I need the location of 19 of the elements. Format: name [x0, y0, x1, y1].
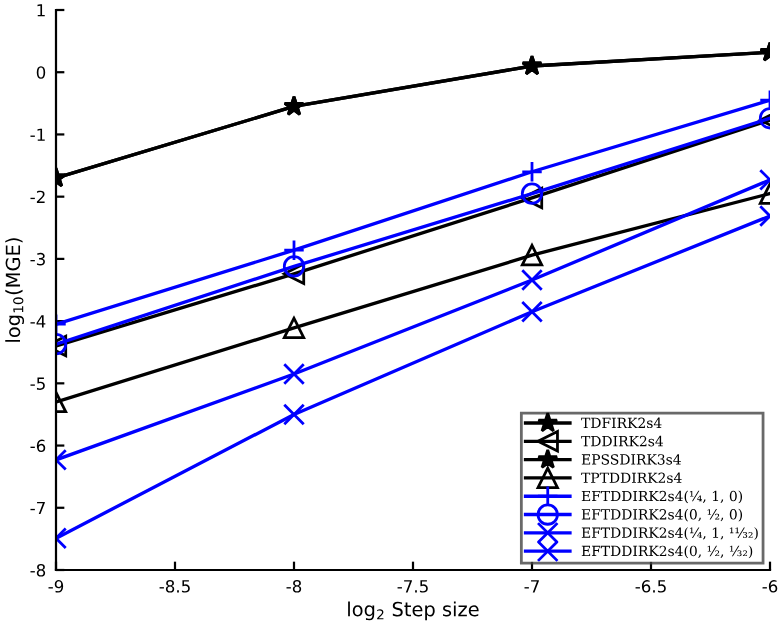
- x-tick-label: -7.5: [397, 580, 428, 593]
- y-tick-label: -4: [30, 315, 46, 328]
- y-tick-label: -2: [30, 190, 45, 203]
- y-tick-label: -6: [30, 439, 46, 453]
- y-tick-label: -3: [30, 252, 45, 266]
- y-tick-label: 1: [37, 4, 45, 17]
- y-tick-label: -5: [30, 377, 45, 390]
- y-tick-label: 0: [36, 66, 46, 79]
- x-tick-label: -8: [286, 580, 302, 593]
- y-tick-label: -7: [30, 501, 45, 515]
- y-axis-title: log$_{10}$(MGE): [5, 238, 25, 342]
- x-tick-label: -6.5: [635, 580, 666, 593]
- y-tick-label: -1: [30, 128, 45, 141]
- x-axis-title: log$_{2}$ Step size: [348, 601, 479, 621]
- x-tick-label: -7: [524, 580, 539, 593]
- y-tick-label: -8: [30, 563, 46, 577]
- x-tick-label: -8.5: [159, 580, 190, 593]
- x-tick-label: -9: [48, 580, 64, 593]
- x-tick-label: -6: [762, 580, 778, 593]
